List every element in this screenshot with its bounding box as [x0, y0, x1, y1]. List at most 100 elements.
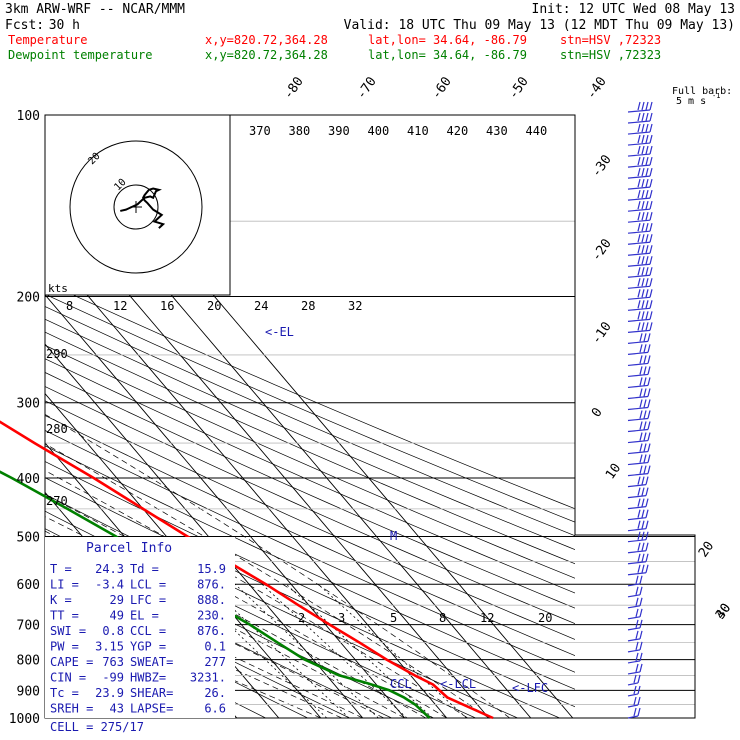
wind-barb: [627, 300, 653, 311]
header: 3km ARW-WRF -- NCAR/MMM Init: 12 UTC Wed …: [5, 2, 735, 62]
barb-shaft: [627, 186, 651, 190]
hodo-ring-20: [69, 140, 203, 274]
barb-flag: [639, 410, 643, 419]
wind-barb: [627, 410, 651, 422]
barb-flag: [639, 575, 643, 584]
barb-flag: [645, 531, 649, 540]
barb-flag: [641, 189, 645, 199]
barb-flag: [637, 234, 641, 243]
barb-flag: [643, 344, 647, 353]
barb-flag: [647, 344, 651, 353]
barb-flag: [645, 520, 649, 529]
mixing-ratio-line: [207, 583, 350, 718]
parcel-key: YGP =: [130, 640, 166, 654]
barb-flag: [639, 388, 643, 397]
moist-adiabat: [45, 584, 342, 718]
pressure-tick-label: 100: [17, 109, 40, 124]
barb-flag: [647, 399, 651, 408]
wind-barb: [627, 223, 653, 234]
legend-temp-latlon: lat,lon= 34.64, -86.79: [368, 33, 527, 47]
barb-flag: [641, 498, 645, 507]
isotherm-tick-label: -20: [589, 236, 615, 264]
barb-flag: [637, 256, 641, 265]
pressure-tick-label: 300: [17, 397, 40, 412]
barb-shaft: [627, 197, 651, 201]
barb-flag: [637, 520, 641, 529]
theta-e-label: 420: [447, 124, 469, 138]
wind-barb: [627, 641, 643, 653]
barb-flag: [645, 311, 649, 320]
barb-shaft: [627, 439, 649, 444]
barb-flag: [649, 212, 653, 221]
barb-shaft: [627, 362, 649, 367]
wind-barb: [627, 476, 649, 488]
pressure-tick-label: 400: [17, 472, 40, 487]
barb-flag: [641, 542, 645, 551]
fcst-value: 30 h: [49, 18, 80, 33]
barb-flag: [635, 652, 639, 662]
barb-flag: [637, 278, 641, 287]
barb-flag: [649, 134, 653, 144]
model-title: 3km ARW-WRF -- NCAR/MMM: [5, 2, 185, 17]
parcel-val: 24.3: [95, 562, 124, 576]
wind-barb: [627, 189, 653, 201]
barb-shaft: [627, 671, 641, 675]
barb-flag: [641, 123, 645, 133]
barb-shaft: [627, 627, 641, 631]
barb-flag: [645, 112, 649, 122]
barb-flag: [637, 674, 641, 684]
mixing-ratio-label: 3: [338, 611, 345, 625]
wind-barb: [627, 311, 653, 322]
barb-shaft: [627, 120, 651, 124]
barb-flag: [635, 608, 639, 617]
barb-shaft: [627, 340, 649, 344]
hodo-scale-label: 28: [301, 299, 315, 313]
barb-flag: [637, 112, 641, 122]
barb-flag: [637, 487, 641, 496]
isotherm-tick-label: 10: [603, 461, 624, 482]
theta-e-label: 440: [526, 124, 548, 138]
pressure-tick-label: 200: [17, 291, 40, 306]
barb-flag: [637, 696, 641, 706]
parcel-key: CIN =: [50, 671, 86, 685]
barb-flag: [643, 421, 647, 430]
barb-flag: [637, 245, 641, 254]
hodo-ring-10: [113, 184, 159, 230]
barb-flag: [643, 443, 647, 452]
parcel-key: CCL =: [130, 624, 166, 638]
barb-flag: [645, 498, 649, 507]
barb-flag: [641, 245, 645, 254]
barb-flag: [639, 366, 643, 375]
wind-barb: [627, 498, 649, 510]
barb-flag: [643, 432, 647, 441]
barb-shaft: [627, 561, 647, 565]
wind-barb: [627, 663, 643, 675]
barb-flag: [637, 531, 641, 540]
theta-label: 280: [46, 422, 68, 436]
barb-flag: [641, 520, 645, 529]
parcel-key: LAPSE=: [130, 702, 173, 716]
barb-flag: [647, 432, 651, 441]
barb-flag: [645, 289, 649, 298]
isotherm-tick-label: 20: [696, 539, 717, 560]
barb-flag: [647, 333, 651, 342]
barb-shaft: [627, 572, 647, 576]
moist-adiabat: [45, 494, 447, 718]
barb-flag: [641, 509, 645, 518]
barb-flag: [649, 145, 653, 155]
wind-barb: [627, 256, 653, 267]
barb-flag: [633, 707, 637, 717]
wind-barb: [627, 134, 653, 146]
mixing-ratio-label: 2: [298, 611, 305, 625]
barb-shaft: [627, 109, 651, 113]
parcel-key: EL =: [130, 609, 159, 623]
isotherm-tick-label: -40: [584, 74, 610, 102]
barb-flag: [643, 333, 647, 342]
barb-shaft: [627, 318, 651, 322]
barb-shaft: [627, 142, 651, 146]
barb-flag: [645, 564, 649, 573]
barb-flag: [641, 134, 645, 144]
barb-flag: [639, 399, 643, 408]
barb-flag: [645, 542, 649, 551]
